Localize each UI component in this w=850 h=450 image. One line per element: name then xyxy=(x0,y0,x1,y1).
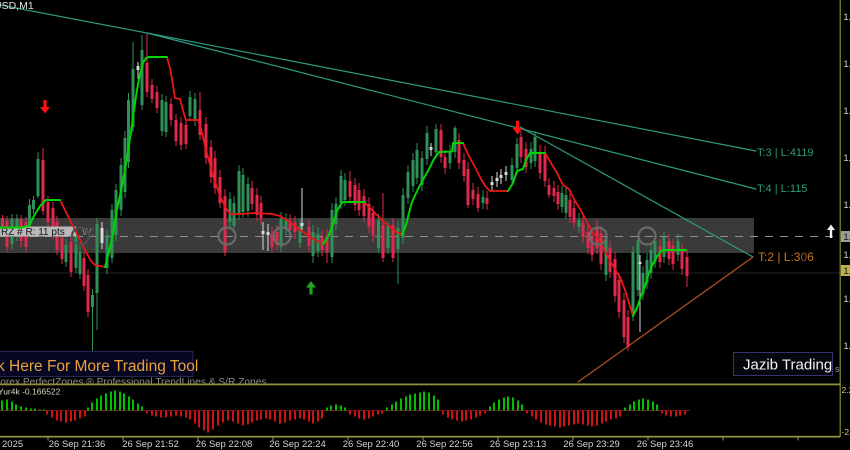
svg-text:1.: 1. xyxy=(844,200,850,210)
svg-text:s: s xyxy=(835,364,840,374)
svg-text:Yur4k -0.166522: Yur4k -0.166522 xyxy=(0,387,61,397)
svg-text:T:4 | L:115: T:4 | L:115 xyxy=(757,183,807,195)
svg-text:26 Sep 21:52: 26 Sep 21:52 xyxy=(122,439,179,450)
svg-text:USD,M1: USD,M1 xyxy=(0,0,34,12)
svg-text:26 Sep 22:56: 26 Sep 22:56 xyxy=(416,439,473,450)
svg-text:1.: 1. xyxy=(844,266,850,276)
svg-text:2025: 2025 xyxy=(2,439,23,450)
svg-text:k Here For More Trading Tool: k Here For More Trading Tool xyxy=(0,358,198,375)
svg-text:1.: 1. xyxy=(844,341,850,351)
svg-text:1.: 1. xyxy=(844,250,850,260)
svg-text:T:3 | L:4119: T:3 | L:4119 xyxy=(757,147,813,159)
svg-text:1.: 1. xyxy=(844,294,850,304)
svg-text:2.2: 2.2 xyxy=(842,385,850,395)
svg-text:1.: 1. xyxy=(844,106,850,116)
svg-text:26 Sep 22:24: 26 Sep 22:24 xyxy=(269,439,326,450)
svg-text:T:2 | L:306: T:2 | L:306 xyxy=(758,250,814,264)
svg-text:26 Sep 23:13: 26 Sep 23:13 xyxy=(490,439,547,450)
svg-text:1.: 1. xyxy=(844,232,850,242)
svg-text:26 Sep 21:36: 26 Sep 21:36 xyxy=(49,439,106,450)
svg-text:1.: 1. xyxy=(844,12,850,22)
svg-text:1.: 1. xyxy=(844,59,850,69)
svg-text:26 Sep 22:40: 26 Sep 22:40 xyxy=(343,439,400,450)
svg-text:Forex PerfectZones ® Professio: Forex PerfectZones ® Professional TrendL… xyxy=(0,377,267,388)
svg-text:Jazib Trading: Jazib Trading xyxy=(743,357,832,374)
svg-text:26 Sep 22:08: 26 Sep 22:08 xyxy=(196,439,253,450)
svg-text:RZ # R: 11 pts: RZ # R: 11 pts xyxy=(1,227,65,238)
svg-text:1.: 1. xyxy=(844,153,850,163)
svg-text:-2.: -2. xyxy=(842,427,850,437)
svg-text:26 Sep 23:29: 26 Sep 23:29 xyxy=(563,439,620,450)
svg-text:26 Sep 23:46: 26 Sep 23:46 xyxy=(637,439,694,450)
